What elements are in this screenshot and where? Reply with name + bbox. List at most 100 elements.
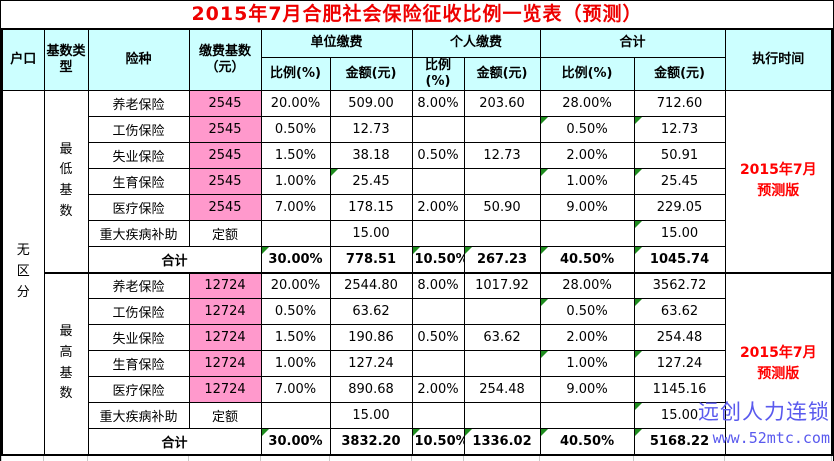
block-total-amount-cell: 1045.74	[633, 246, 726, 273]
total-amount-cell: 3562.72	[633, 271, 726, 299]
personal-ratio-cell	[411, 168, 465, 195]
insurance-type-cell: 生育保险	[87, 350, 190, 377]
gridline-segment	[88, 455, 189, 461]
header-total-ratio: 比例(%)	[539, 56, 635, 91]
header-base-type: 基数类型	[43, 28, 89, 91]
unit-ratio-cell: 1.50%	[260, 142, 331, 169]
unit-ratio-cell: 1.00%	[260, 350, 331, 377]
personal-amount-cell	[463, 350, 541, 377]
total-amount-cell: 12.73	[633, 116, 726, 143]
insurance-type-cell: 重大疾病补助	[87, 402, 190, 429]
total-amount-cell: 63.62	[633, 298, 726, 325]
total-ratio-cell: 2.00%	[539, 324, 635, 351]
header-total-amount: 金额(元)	[633, 56, 726, 91]
total-amount-cell: 254.48	[633, 324, 726, 351]
block-personal-amount-cell: 267.23	[463, 246, 541, 273]
personal-ratio-cell: 8.00%	[411, 271, 465, 299]
payment-base-cell: 2545	[188, 90, 262, 117]
block-personal-amount-cell: 1336.02	[463, 428, 541, 455]
personal-ratio-cell: 2.00%	[411, 194, 465, 221]
exec-time-line1: 2015年7月	[739, 162, 817, 179]
header-personal-amount: 金额(元)	[463, 56, 541, 91]
personal-ratio-cell	[411, 402, 465, 429]
total-ratio-cell	[539, 220, 635, 247]
unit-ratio-cell: 7.00%	[260, 376, 331, 403]
unit-amount-cell: 890.68	[329, 376, 413, 403]
hukou-cell: 无区分	[1, 90, 45, 455]
block-total-ratio-cell: 40.50%	[539, 428, 635, 455]
exec-time-cell: 2015年7月 预测版	[724, 90, 833, 273]
gridline-segment	[464, 455, 540, 461]
unit-amount-cell: 190.86	[329, 324, 413, 351]
payment-base-cell: 2545	[188, 116, 262, 143]
header-unit-amount: 金额(元)	[329, 56, 413, 91]
block-personal-ratio-cell: 10.50%	[411, 428, 465, 455]
insurance-type-cell: 养老保险	[87, 90, 190, 117]
personal-amount-cell: 12.73	[463, 142, 541, 169]
header-total-group: 合计	[539, 28, 726, 58]
base-type-cell: 最低基数	[43, 90, 89, 273]
personal-amount-cell	[463, 220, 541, 247]
insurance-type-cell: 工伤保险	[87, 298, 190, 325]
personal-amount-cell: 63.62	[463, 324, 541, 351]
excel-gridline-stub	[1, 455, 833, 461]
unit-ratio-cell	[260, 220, 331, 247]
unit-amount-cell: 15.00	[329, 402, 413, 429]
unit-amount-cell: 15.00	[329, 220, 413, 247]
insurance-type-cell: 养老保险	[87, 271, 190, 299]
gridline-segment	[261, 455, 330, 461]
insurance-type-cell: 失业保险	[87, 142, 190, 169]
unit-ratio-cell: 7.00%	[260, 194, 331, 221]
block-personal-ratio-cell: 10.50%	[411, 246, 465, 273]
gridline-segment	[44, 455, 88, 461]
unit-amount-cell: 38.18	[329, 142, 413, 169]
personal-amount-cell	[463, 168, 541, 195]
payment-base-cell: 12724	[188, 271, 262, 299]
payment-base-cell: 12724	[188, 350, 262, 377]
table-body: 无区分 最低基数 养老保险 2545 20.00% 509.00 8.00% 203.60 28…	[1, 90, 833, 455]
payment-base-cell: 定额	[188, 220, 262, 247]
total-ratio-cell: 9.00%	[539, 376, 635, 403]
header-base: 缴费基数（元）	[188, 28, 262, 91]
unit-amount-cell: 25.45	[329, 168, 413, 195]
unit-ratio-cell: 1.00%	[260, 168, 331, 195]
exec-time-line1: 2015年7月	[739, 344, 817, 361]
unit-ratio-cell: 0.50%	[260, 116, 331, 143]
block-unit-ratio-cell: 30.00%	[260, 246, 331, 273]
base-type-label: 最高基数	[59, 323, 73, 402]
block-total-label: 合计	[87, 246, 262, 273]
header-unit-group: 单位缴费	[260, 28, 413, 58]
insurance-type-cell: 失业保险	[87, 324, 190, 351]
insurance-type-cell: 医疗保险	[87, 194, 190, 221]
gridline-segment	[725, 455, 832, 461]
total-amount-cell: 229.05	[633, 194, 726, 221]
unit-amount-cell: 12.73	[329, 116, 413, 143]
block-unit-amount-cell: 778.51	[329, 246, 413, 273]
base-type-cell: 最高基数	[43, 271, 89, 455]
personal-amount-cell: 50.90	[463, 194, 541, 221]
header-hukou: 户口	[1, 28, 45, 91]
payment-base-cell: 12724	[188, 324, 262, 351]
payment-base-cell: 2545	[188, 142, 262, 169]
exec-time-line2: 预测版	[757, 365, 800, 382]
unit-ratio-cell: 0.50%	[260, 298, 331, 325]
total-ratio-cell: 0.50%	[539, 116, 635, 143]
block-total-label: 合计	[87, 428, 262, 455]
gridline-segment	[540, 455, 634, 461]
total-ratio-cell: 28.00%	[539, 90, 635, 117]
personal-amount-cell: 1017.92	[463, 271, 541, 299]
total-amount-cell: 15.00	[633, 402, 726, 429]
base-type-label: 最低基数	[59, 141, 73, 220]
insurance-rate-table: 户口 基数类型 险种 缴费基数（元） 单位缴费 个人缴费 合计 执行时间 比例(…	[1, 28, 833, 456]
total-ratio-cell: 2.00%	[539, 142, 635, 169]
personal-amount-cell: 203.60	[463, 90, 541, 117]
total-ratio-cell	[539, 402, 635, 429]
unit-amount-cell: 178.15	[329, 194, 413, 221]
exec-time-line2: 预测版	[757, 183, 800, 200]
exec-time-cell: 2015年7月 预测版	[724, 271, 833, 455]
hukou-label: 无区分	[16, 243, 30, 300]
total-ratio-cell: 28.00%	[539, 271, 635, 299]
unit-ratio-cell: 20.00%	[260, 271, 331, 299]
insurance-type-cell: 生育保险	[87, 168, 190, 195]
